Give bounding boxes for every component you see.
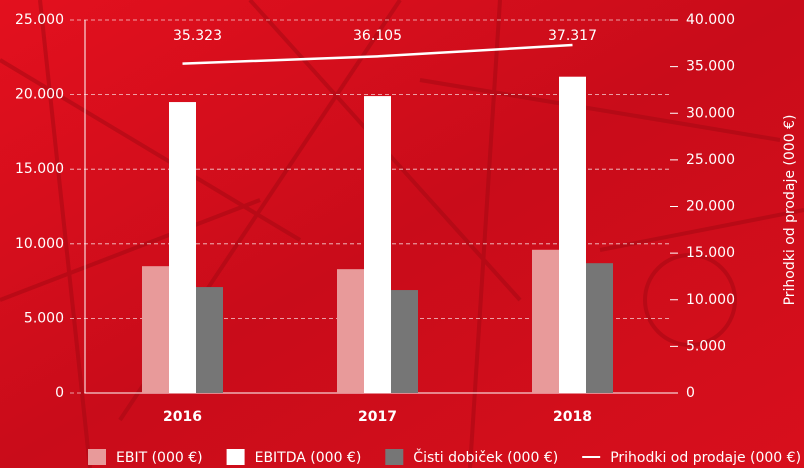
- legend-label: Čisti dobiček (000 €): [413, 448, 558, 466]
- y2-tick-label: 20.000: [686, 199, 735, 215]
- y2-tick-label: 5.000: [686, 338, 726, 354]
- y-tick-label: 15.000: [15, 161, 64, 177]
- bar: [337, 269, 364, 393]
- data-label: 36.105: [353, 28, 402, 44]
- x-tick-label: 2018: [553, 409, 592, 425]
- y2-tick-label: 0: [686, 385, 695, 401]
- bar: [142, 266, 169, 393]
- legend-label: EBIT (000 €): [116, 450, 203, 466]
- legend-label: Prihodki od prodaje (000 €): [610, 450, 801, 466]
- y-tick-label: 25.000: [15, 12, 64, 28]
- bar: [391, 290, 418, 393]
- data-label: 35.323: [173, 28, 222, 44]
- y-tick-label: 0: [55, 385, 64, 401]
- x-tick-label: 2016: [163, 409, 202, 425]
- y-tick-label: 20.000: [15, 87, 64, 103]
- y2-tick-label: 25.000: [686, 152, 735, 168]
- legend-swatch: [226, 449, 245, 465]
- line: [182, 43, 573, 65]
- legend-swatch: [88, 449, 106, 465]
- bar: [532, 249, 559, 393]
- data-label: 37.317: [548, 28, 597, 44]
- x-tick-label: 2017: [358, 409, 397, 425]
- y2-tick-label: 10.000: [686, 292, 735, 308]
- legend-label: EBITDA (000 €): [255, 450, 362, 466]
- bar: [559, 76, 586, 394]
- y2-tick-label: 40.000: [686, 12, 735, 28]
- y2-axis-title: Prihodki od prodaje (000 €): [782, 115, 798, 306]
- bar: [169, 102, 196, 393]
- y-tick-label: 10.000: [15, 236, 64, 252]
- bar: [364, 96, 391, 393]
- legend-swatch: [385, 449, 404, 465]
- y-tick-label: 5.000: [24, 310, 64, 326]
- bar: [586, 263, 613, 393]
- y2-tick-label: 15.000: [686, 245, 735, 261]
- y2-tick-label: 30.000: [686, 105, 735, 121]
- y2-tick-label: 35.000: [686, 59, 735, 75]
- bar: [196, 287, 223, 393]
